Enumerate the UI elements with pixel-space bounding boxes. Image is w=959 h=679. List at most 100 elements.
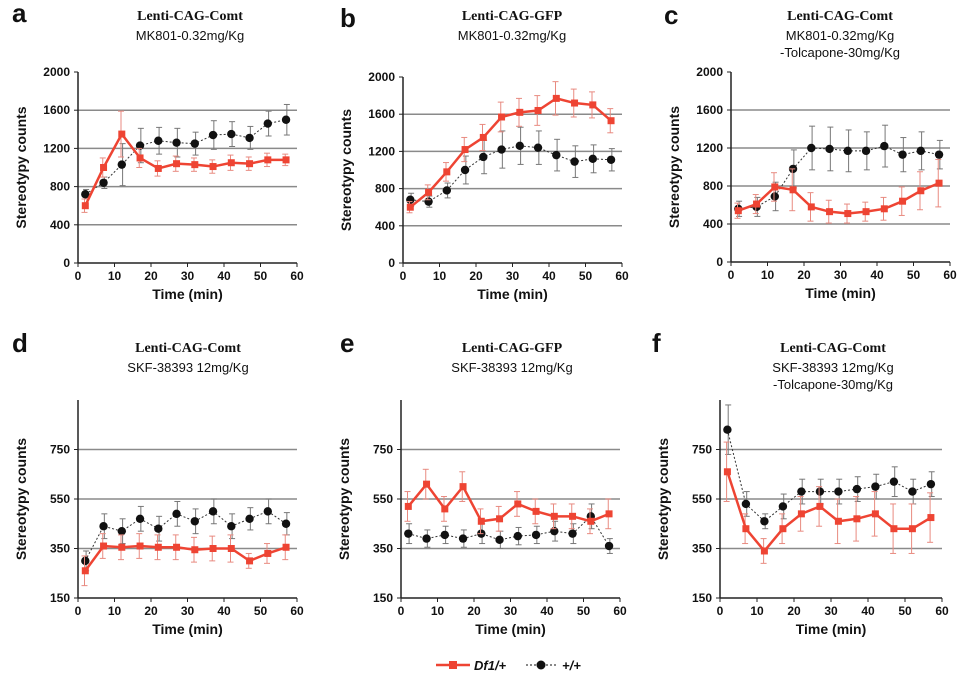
x-tick-label: 60 [943,268,957,282]
panel-letter: f [652,328,661,358]
panel-title: Lenti-CAG-Comt [787,9,893,24]
data-point [908,487,917,496]
y-tick-label: 400 [50,218,70,232]
data-point [852,484,862,494]
x-axis-label: Time (min) [152,286,223,302]
legend-wt-marker [536,660,546,670]
y-tick-label: 400 [375,219,395,233]
data-point [927,514,935,522]
x-tick-label: 10 [431,604,445,618]
data-point [424,197,433,206]
data-point [844,210,852,218]
panel-subtitle: SKF-38393 12mg/Kg [772,360,893,375]
data-point [605,510,613,518]
panel-subtitle: MK801-0.32mg/Kg [458,28,566,43]
data-point [227,129,236,139]
data-point [404,529,413,538]
panels-group: a Lenti-CAG-ComtMK801-0.32mg/Kg0400800120… [12,0,957,637]
data-point [723,468,731,476]
panel-letter: d [12,328,28,358]
data-point [807,203,815,211]
data-point [209,163,217,171]
data-point [263,119,272,128]
data-point [172,138,181,147]
panel-letter: a [12,0,27,28]
x-axis-label: Time (min) [152,621,223,637]
y-tick-label: 2000 [43,65,70,79]
series-wildtype [723,404,936,530]
x-tick-label: 60 [290,269,304,283]
x-tick-label: 60 [613,604,627,618]
y-tick-label: 350 [692,542,712,556]
data-point [516,108,524,116]
y-tick-label: 0 [388,256,395,270]
y-tick-label: 550 [50,492,70,506]
series-line [407,482,610,523]
panel-b: b Lenti-CAG-GFPMK801-0.32mg/Kg04008001200… [338,3,629,302]
data-point [495,535,504,545]
x-tick-label: 0 [728,268,735,282]
x-tick-label: 40 [540,604,554,618]
data-point [135,514,145,523]
y-tick-label: 1600 [696,103,723,117]
data-point [282,543,290,551]
panel-f: f Lenti-CAG-Comt SKF-38393 12mg/Kg -Tolcapo… [652,328,949,637]
x-tick-label: 0 [398,604,405,618]
data-point [406,203,414,211]
x-axis-label: Time (min) [477,286,548,302]
series-line [84,544,287,572]
data-point [741,499,751,509]
data-point [552,94,560,102]
series-df1 [406,81,615,214]
y-tick-label: 750 [373,443,393,457]
y-tick-label: 350 [50,542,70,556]
data-point [871,482,880,491]
data-point [734,207,742,215]
data-point [825,144,834,154]
data-point [136,542,144,550]
y-tick-label: 350 [373,542,393,556]
x-tick-label: 30 [181,269,195,283]
x-tick-label: 50 [579,269,593,283]
data-point [552,150,561,160]
data-point [880,141,889,151]
data-point [281,519,291,528]
data-point [227,522,236,531]
data-point [513,531,522,541]
data-point [208,507,218,516]
y-tick-label: 400 [703,217,723,231]
y-tick-label: 800 [703,179,723,193]
data-point [797,510,805,518]
data-point [100,164,108,171]
data-point [81,556,90,566]
panel-letter: c [664,0,678,30]
data-point [425,188,433,196]
y-tick-label: 1600 [368,107,395,121]
data-point [569,512,577,520]
data-point [826,208,834,216]
data-point [117,160,127,169]
series-line [408,515,610,547]
series-line [85,119,287,195]
data-point [406,195,415,204]
data-point [81,190,90,199]
x-tick-label: 30 [181,604,195,618]
series-wildtype [734,124,944,217]
data-point [797,487,806,496]
series-df1 [81,110,290,213]
x-tick-label: 20 [144,604,158,618]
data-point [135,141,145,150]
legend-df1-label: Df1/+ [474,658,507,673]
data-point [515,141,524,151]
data-point [154,136,163,145]
data-point [862,208,870,216]
data-point [871,510,879,518]
data-point [934,150,944,159]
data-point [81,202,89,210]
data-point [917,187,925,195]
data-point [753,200,761,208]
x-tick-label: 40 [217,269,231,283]
data-point [898,150,907,159]
series-df1 [404,468,613,535]
x-tick-label: 20 [467,604,481,618]
